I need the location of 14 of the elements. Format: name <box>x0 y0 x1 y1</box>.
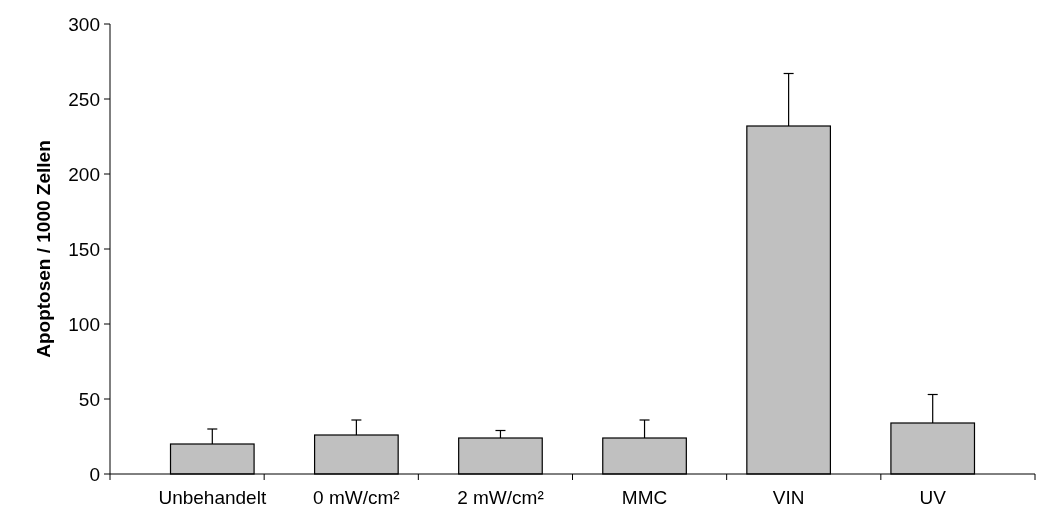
y-tick-label: 200 <box>68 163 100 185</box>
y-tick-label: 50 <box>78 388 100 410</box>
x-tick-label: 2 mW/cm² <box>457 487 544 508</box>
x-tick-label: VIN <box>772 487 805 508</box>
y-tick-label: 100 <box>68 313 100 335</box>
y-tick-label: 150 <box>68 238 100 260</box>
y-tick-label: 0 <box>89 463 100 485</box>
x-tick-label: Unbehandelt <box>158 487 267 508</box>
x-tick-label: UV <box>919 487 947 508</box>
x-tick-label: 0 mW/cm² <box>313 487 400 508</box>
y-axis-title: Apoptosen / 1000 Zellen <box>33 140 54 358</box>
x-tick-label: MMC <box>621 487 668 508</box>
y-tick-label: 300 <box>68 13 100 35</box>
y-tick-label: 250 <box>68 88 100 110</box>
